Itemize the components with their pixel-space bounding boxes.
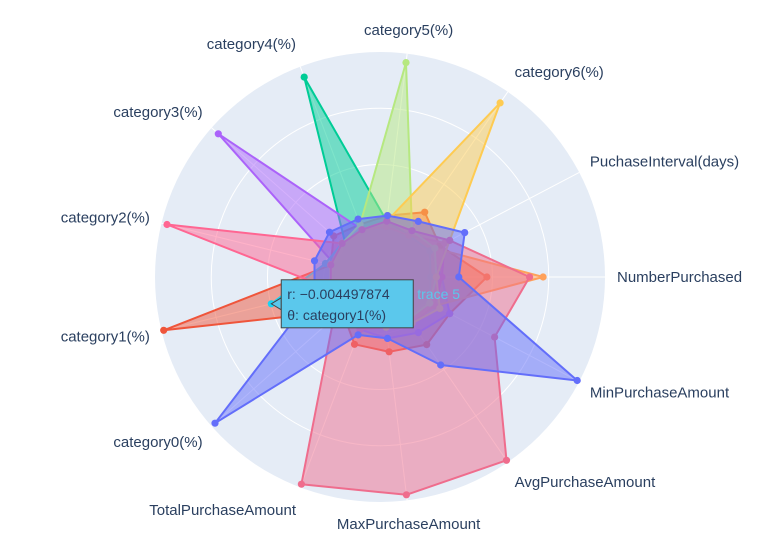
series-3-point-9[interactable] <box>214 130 222 138</box>
axis-label-5: TotalPurchaseAmount <box>149 502 297 519</box>
axis-label-13: PuchaseInterval(days) <box>590 153 739 170</box>
axis-label-9: category3(%) <box>113 104 202 121</box>
series-10-point-11[interactable] <box>383 212 392 220</box>
axis-label-11: category5(%) <box>364 22 453 39</box>
series-8-point-12[interactable] <box>496 99 504 107</box>
tooltip-trace-name: trace 5 <box>417 286 460 302</box>
axis-label-6: category0(%) <box>113 434 202 451</box>
series-9-point-5[interactable] <box>297 480 305 488</box>
series-9-point-1[interactable] <box>526 273 534 281</box>
series-10-point-8[interactable] <box>310 257 319 265</box>
axis-label-1: NumberPurchased <box>617 269 742 286</box>
tooltip-theta-value: θ: category1(%) <box>287 307 386 323</box>
axis-label-12: category6(%) <box>515 64 604 81</box>
axis-label-7: category1(%) <box>61 329 150 346</box>
series-10-point-9[interactable] <box>325 228 334 236</box>
axis-label-10: category4(%) <box>207 36 296 53</box>
series-10-point-4[interactable] <box>383 334 392 342</box>
axis-label-4: MaxPurchaseAmount <box>337 516 481 533</box>
series-10-point-10[interactable] <box>354 215 362 223</box>
tooltip-r-value: r: −0.004497874 <box>287 286 390 302</box>
angular-axis-labels: NumberPurchased MinPurchaseAmount AvgPurch… <box>61 22 742 533</box>
axis-label-8: category2(%) <box>61 209 150 226</box>
series-10-point-5[interactable] <box>354 331 362 339</box>
series-9-point-3[interactable] <box>502 456 511 464</box>
series-2-point-10[interactable] <box>300 73 308 81</box>
series-10-point-12[interactable] <box>414 217 422 225</box>
series-1-point-7[interactable] <box>160 326 168 334</box>
series-7-point-11[interactable] <box>402 59 410 67</box>
tooltip-box <box>280 279 414 329</box>
series-10-point-2[interactable] <box>573 376 581 385</box>
series-4-point-1[interactable] <box>539 273 547 281</box>
series-9-point-4[interactable] <box>402 491 410 499</box>
series-6-point-8[interactable] <box>163 220 171 229</box>
series-10-point-1[interactable] <box>455 273 463 281</box>
series-10-point-6[interactable] <box>211 419 219 427</box>
series-10-point-3[interactable] <box>437 361 445 369</box>
axis-label-2: MinPurchaseAmount <box>590 385 730 402</box>
axis-label-3: AvgPurchaseAmount <box>515 474 656 491</box>
hover-tooltip: r: −0.004497874 θ: category1(%) trace 5 <box>270 279 460 329</box>
series-10-point-13[interactable] <box>461 229 469 237</box>
